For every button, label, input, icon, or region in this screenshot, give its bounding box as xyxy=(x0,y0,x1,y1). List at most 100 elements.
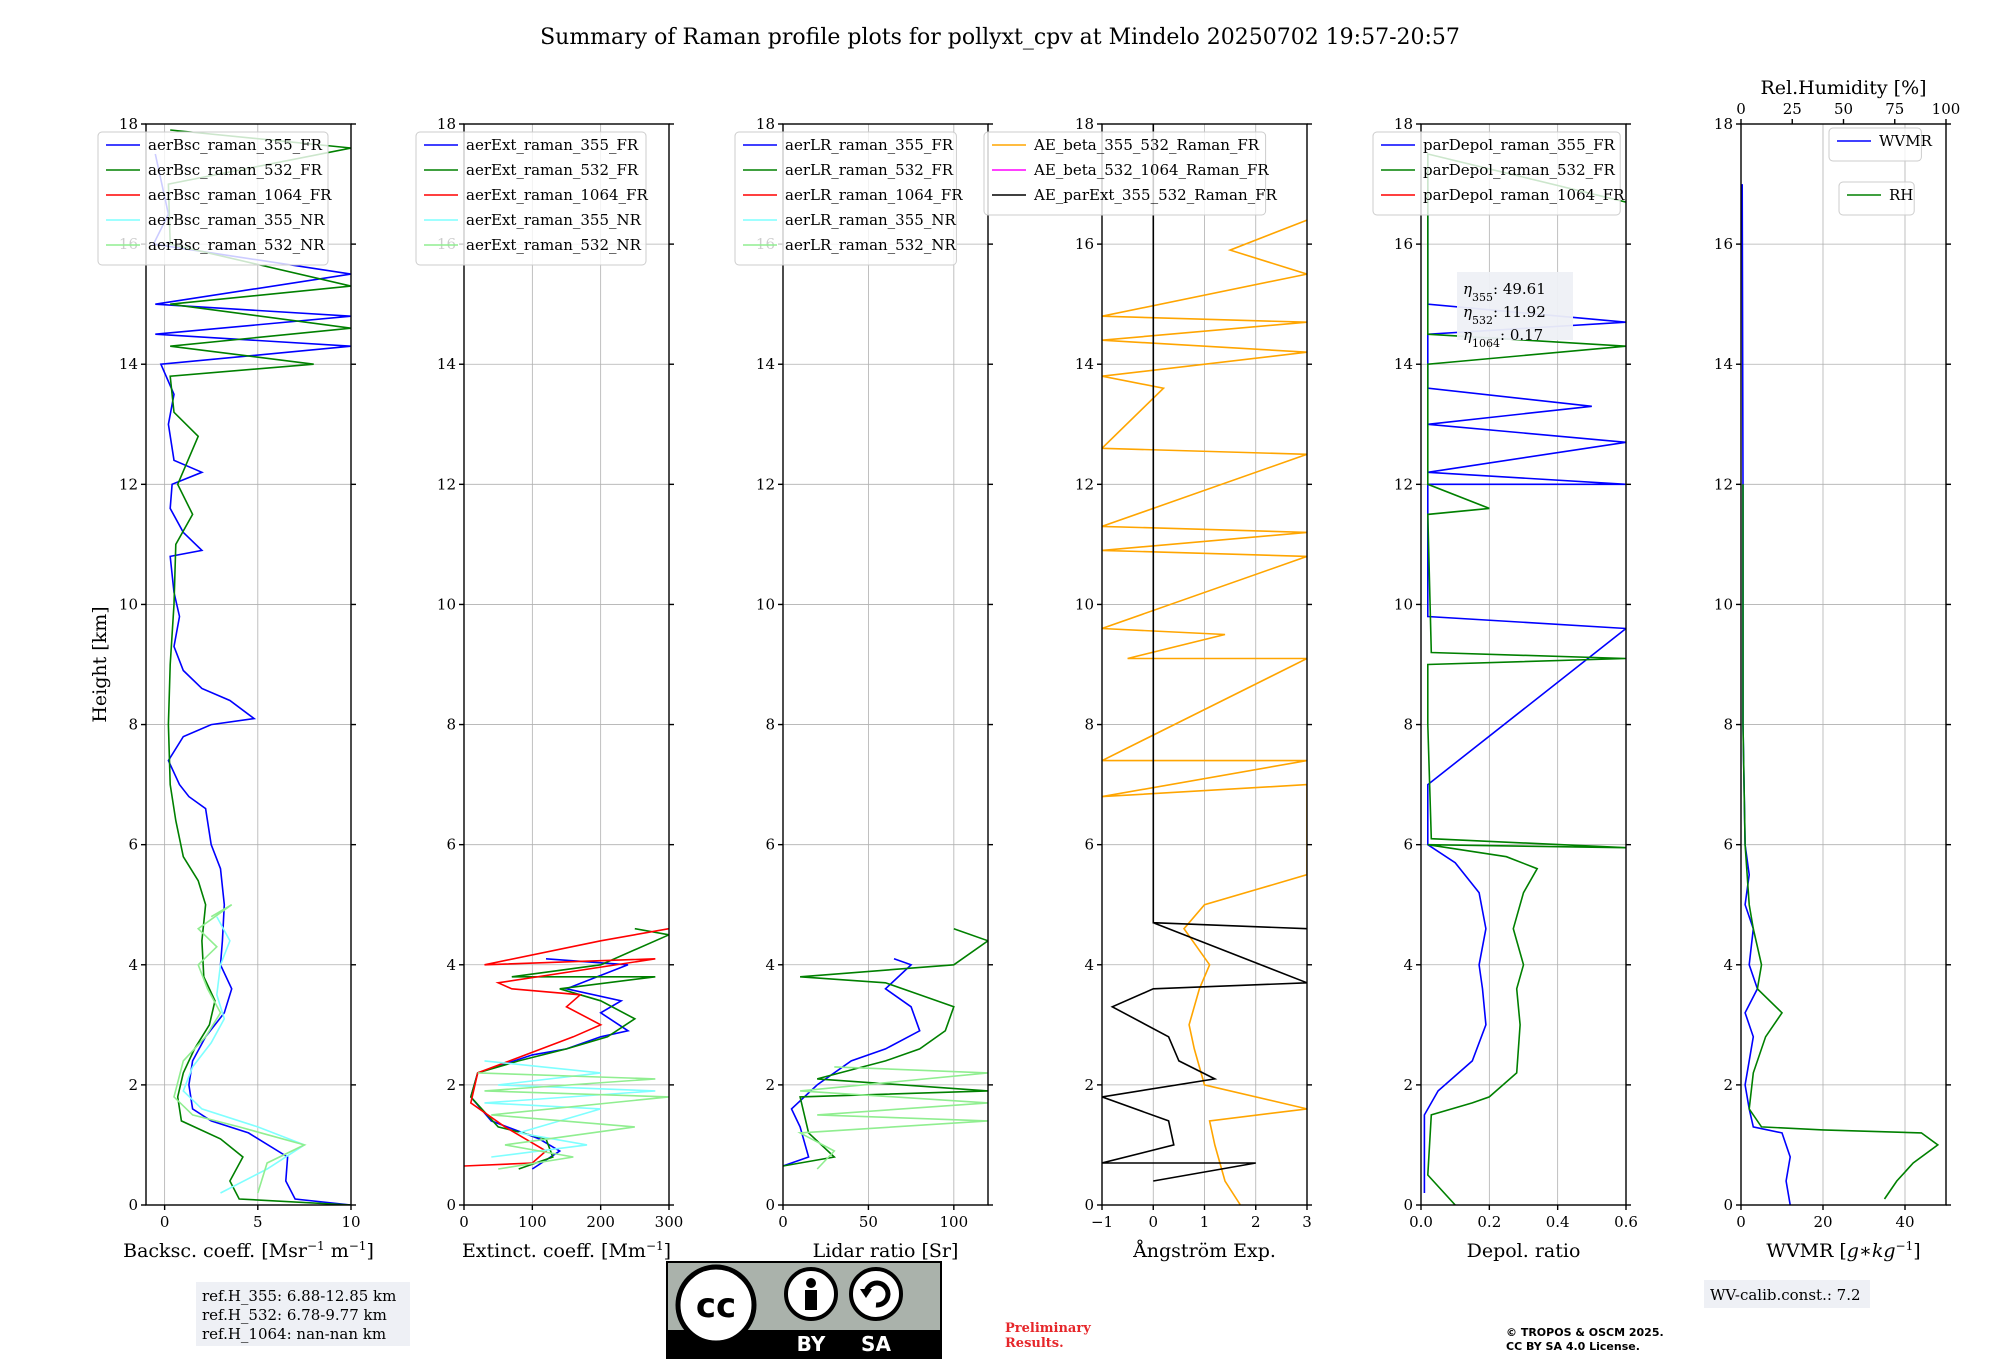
cc-icon xyxy=(675,1264,757,1346)
xaxis-label-part: WVMR [ xyxy=(1766,1240,1846,1262)
xtick-label: 5 xyxy=(253,1213,263,1231)
ytick-label: 14 xyxy=(756,355,775,373)
eta-value: : 49.61 xyxy=(1493,280,1546,298)
series-group xyxy=(1423,152,1626,1205)
ytick-label: 0 xyxy=(128,1196,138,1214)
copyright-line1: © TROPOS & OSCM 2025. xyxy=(1506,1326,1664,1339)
top-xtick-label: 75 xyxy=(1885,100,1904,118)
legend-box xyxy=(1372,131,1621,216)
ytick-label: 8 xyxy=(1403,716,1413,734)
xtick-label: 0.2 xyxy=(1477,1213,1501,1231)
cc-sa-label: SA xyxy=(861,1332,891,1356)
legend-top: WVMR xyxy=(1828,127,1933,162)
ytick-label: 6 xyxy=(128,836,138,854)
ytick-label: 16 xyxy=(1075,235,1094,253)
series-group xyxy=(464,927,669,1170)
top-xtick-label: 0 xyxy=(1736,100,1746,118)
legend-entry: aerBsc_raman_1064_FR xyxy=(148,186,332,204)
eta-subscript: 1064 xyxy=(1472,337,1500,350)
xtick-label: 300 xyxy=(655,1213,684,1231)
legend-entry: aerBsc_raman_355_NR xyxy=(148,211,325,229)
ytick-label: 10 xyxy=(1394,595,1413,613)
eta-subscript: 355 xyxy=(1472,291,1493,304)
xaxis-label-part: ] xyxy=(1913,1240,1920,1262)
xaxis-label: Backsc. coeff. [Msr−1 m−1] xyxy=(123,1239,374,1262)
xaxis-label: Lidar ratio [Sr] xyxy=(813,1240,959,1262)
ytick-label: 0 xyxy=(1403,1196,1413,1214)
ytick-label: 12 xyxy=(119,475,138,493)
legend-box xyxy=(415,131,647,266)
series-line-aerBsc_raman_355_FR xyxy=(152,153,351,1205)
panel-ext: 0246810121416180100200300Extinct. coeff.… xyxy=(415,115,684,1262)
ytick-label: 0 xyxy=(1723,1196,1733,1214)
legend-entry: RH xyxy=(1889,186,1913,204)
ytick-label: 2 xyxy=(1723,1076,1733,1094)
axes-frame xyxy=(1740,123,1947,1206)
xtick-label: 0.6 xyxy=(1614,1213,1638,1231)
ytick-label: 14 xyxy=(1075,355,1094,373)
legend-entry: WVMR xyxy=(1879,132,1933,150)
series-line-aerExt_raman_1064_FR xyxy=(464,927,669,1167)
series-line-aerExt_raman_355_NR xyxy=(484,1060,656,1158)
top-xtick-label: 100 xyxy=(1932,100,1961,118)
legend-entry: aerExt_raman_355_NR xyxy=(466,211,642,229)
eta-1064: η1064: 0.17 xyxy=(1463,326,1543,350)
xtick-label: 50 xyxy=(859,1213,878,1231)
panel-bsc: 0246810121416180510Backsc. coeff. [Msr−1… xyxy=(89,115,374,1262)
ref-height-355: ref.H_355: 6.88-12.85 km xyxy=(202,1287,396,1305)
xaxis-label-part: Extinct. coeff. [Mm xyxy=(462,1240,646,1262)
ytick-label: 0 xyxy=(1084,1196,1094,1214)
xtick-label: 0.0 xyxy=(1409,1213,1433,1231)
legend-entry: aerExt_raman_355_FR xyxy=(466,136,639,154)
ytick-label: 2 xyxy=(765,1076,775,1094)
xaxis-label-part: −1 xyxy=(349,1239,367,1253)
axes-frame xyxy=(1420,123,1627,1206)
ytick-label: 4 xyxy=(446,956,456,974)
ytick-label: 16 xyxy=(1714,235,1733,253)
ref-height-box: ref.H_355: 6.88-12.85 km ref.H_532: 6.78… xyxy=(196,1282,410,1346)
panel-depol: 0 2 4 6 8 10 12 14 16 18 0.0 0.2 0.4 0.6 Depol. ratio p… xyxy=(1372,115,1638,1262)
xaxis-label-part: ] xyxy=(366,1240,373,1262)
yaxis-label: Height [km] xyxy=(89,606,111,722)
series-group xyxy=(1741,184,1940,1205)
xtick-label: 200 xyxy=(586,1213,615,1231)
xaxis-label-part: m xyxy=(325,1240,349,1262)
series-line-parDepol_raman_532_FR xyxy=(1426,152,1626,1205)
ytick-label: 4 xyxy=(1084,956,1094,974)
legend-entry: aerLR_raman_532_FR xyxy=(785,161,954,179)
ytick-label: 14 xyxy=(119,355,138,373)
series-line-aerLR_raman_532_FR xyxy=(783,927,988,1167)
xaxis-label-part: Backsc. coeff. [Msr xyxy=(123,1240,308,1262)
axes-frame xyxy=(145,123,352,1206)
xtick-label: 3 xyxy=(1302,1213,1312,1231)
ytick-label: 18 xyxy=(1075,115,1094,133)
ytick-label: 2 xyxy=(1403,1076,1413,1094)
series-line-AE_beta_355_532_Raman_FR xyxy=(1102,219,1307,1205)
ytick-label: 18 xyxy=(119,115,138,133)
legend-entry: aerLR_raman_532_NR xyxy=(785,236,956,254)
ytick-label: 6 xyxy=(1723,836,1733,854)
series-group xyxy=(783,927,988,1170)
ytick-label: 14 xyxy=(437,355,456,373)
legend-box xyxy=(1838,181,1915,216)
eta-symbol: η xyxy=(1463,280,1472,298)
ytick-label: 8 xyxy=(765,716,775,734)
legend-entry: aerLR_raman_355_FR xyxy=(785,136,954,154)
xaxis-label-part: −1 xyxy=(646,1239,664,1253)
svg-text:cc: cc xyxy=(696,1286,736,1326)
xaxis-label: Ångström Exp. xyxy=(1132,1240,1276,1262)
ytick-label: 6 xyxy=(1084,836,1094,854)
eta-subscript: 532 xyxy=(1472,314,1493,327)
legend-entry: parDepol_raman_1064_FR xyxy=(1423,186,1625,204)
legend-box xyxy=(983,131,1267,216)
top-xaxis-label: Rel.Humidity [%] xyxy=(1760,77,1926,99)
eta-symbol: η xyxy=(1463,326,1472,344)
legend-box xyxy=(97,131,329,266)
eta-value: : 0.17 xyxy=(1500,326,1543,344)
xtick-label: 10 xyxy=(341,1213,360,1231)
xtick-label: 100 xyxy=(940,1213,969,1231)
